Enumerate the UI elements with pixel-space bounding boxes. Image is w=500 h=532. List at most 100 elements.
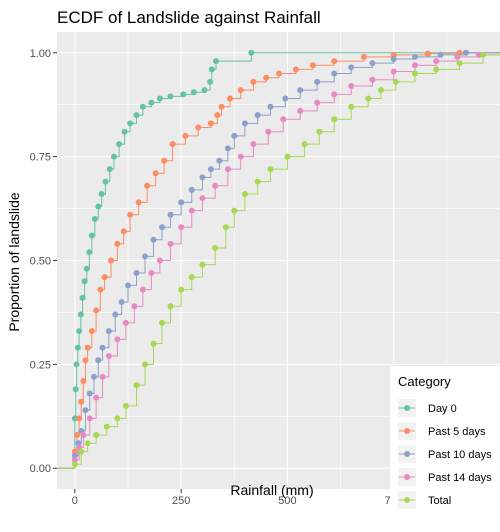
series-point-day-0 <box>110 153 117 160</box>
legend-key-point <box>404 428 410 434</box>
series-point-past-14-days <box>188 207 195 214</box>
series-point-past-5-days <box>207 120 214 127</box>
legend-title: Category <box>398 374 451 389</box>
series-point-past-10-days <box>71 452 78 459</box>
x-axis-title: Rainfall (mm) <box>230 482 313 498</box>
y-tick-label: 1.00 <box>30 48 51 60</box>
series-point-total <box>159 319 166 326</box>
series-point-past-10-days <box>142 253 149 260</box>
series-point-past-10-days <box>369 60 376 67</box>
series-point-past-14-days <box>139 286 146 293</box>
series-point-day-0 <box>74 344 81 351</box>
series-point-past-5-days <box>218 103 225 110</box>
series-point-past-5-days <box>250 78 257 85</box>
series-point-total <box>222 224 229 231</box>
series-point-past-5-days <box>275 70 282 77</box>
series-point-day-0 <box>213 58 220 65</box>
series-point-past-10-days <box>199 174 206 181</box>
series-point-total <box>78 448 85 455</box>
series-point-past-14-days <box>237 153 244 160</box>
series-point-past-10-days <box>224 145 231 152</box>
series-point-past-5-days <box>227 95 234 102</box>
series-point-past-10-days <box>411 53 418 60</box>
legend-label: Day 0 <box>428 403 457 415</box>
series-point-total <box>103 423 110 430</box>
series-point-total <box>241 191 248 198</box>
series-point-past-14-days <box>131 303 138 310</box>
series-point-past-10-days <box>124 282 131 289</box>
series-point-past-14-days <box>348 83 355 90</box>
series-point-total <box>84 440 91 447</box>
series-point-past-5-days <box>93 307 100 314</box>
series-point-past-14-days <box>71 456 78 463</box>
series-point-total <box>456 60 463 67</box>
y-axis: 0.00 0.25 0.50 0.75 1.00 <box>30 48 57 475</box>
legend-item-past-10-days: Past 10 days <box>398 445 492 463</box>
series-point-past-10-days <box>95 357 102 364</box>
legend-item-past-14-days: Past 14 days <box>398 468 492 486</box>
y-tick-label: 0.25 <box>30 359 51 371</box>
series-point-past-5-days <box>161 157 168 164</box>
series-point-past-10-days <box>297 87 304 94</box>
legend-key-point <box>404 405 410 411</box>
series-point-day-0 <box>180 91 187 98</box>
series-point-day-0 <box>95 203 102 210</box>
series-point-day-0 <box>83 265 90 272</box>
series-point-total <box>479 51 486 58</box>
series-point-total <box>178 286 185 293</box>
legend-key-point <box>404 451 410 457</box>
series-layer <box>57 49 500 469</box>
series-point-past-10-days <box>178 199 185 206</box>
series-point-day-0 <box>127 120 134 127</box>
series-point-past-14-days <box>297 107 304 114</box>
series-point-past-14-days <box>314 99 321 106</box>
series-point-total <box>301 141 308 148</box>
y-tick-label: 0.50 <box>30 256 51 268</box>
series-point-past-14-days <box>99 373 106 380</box>
series-point-day-0 <box>76 328 83 335</box>
series-point-day-0 <box>77 311 84 318</box>
series-point-past-14-days <box>105 353 112 360</box>
series-point-past-5-days <box>144 182 151 189</box>
series-point-past-5-days <box>195 124 202 131</box>
series-point-day-0 <box>167 93 174 100</box>
series-point-past-14-days <box>454 53 461 60</box>
x-tick-label: 250 <box>172 495 190 507</box>
series-point-past-14-days <box>212 182 219 189</box>
series-point-day-0 <box>73 361 80 368</box>
series-point-past-10-days <box>105 328 112 335</box>
series-point-past-5-days <box>390 51 397 58</box>
series-point-total <box>377 87 384 94</box>
series-point-day-0 <box>102 178 109 185</box>
series-point-past-10-days <box>462 49 469 56</box>
series-point-past-5-days <box>263 74 270 81</box>
series-point-past-5-days <box>101 274 108 281</box>
series-point-past-5-days <box>169 141 176 148</box>
series-point-past-14-days <box>93 394 100 401</box>
series-point-past-10-days <box>207 166 214 173</box>
series-point-past-10-days <box>282 95 289 102</box>
series-point-total <box>392 78 399 85</box>
series-point-past-14-days <box>265 128 272 135</box>
series-point-day-0 <box>248 49 255 56</box>
series-point-total <box>188 274 195 281</box>
series-point-day-0 <box>133 112 140 119</box>
series-point-past-14-days <box>178 224 185 231</box>
legend-label: Total <box>428 495 451 507</box>
series-point-past-14-days <box>390 68 397 75</box>
series-point-past-5-days <box>292 66 299 73</box>
series-point-past-5-days <box>97 286 104 293</box>
legend-item-day-0: Day 0 <box>398 399 457 417</box>
legend: Category Day 0 Past 5 days Past 10 days Pas… <box>390 366 500 514</box>
series-point-total <box>267 166 274 173</box>
series-point-total <box>348 103 355 110</box>
series-point-past-10-days <box>99 344 106 351</box>
series-point-past-14-days <box>156 257 163 264</box>
series-point-past-5-days <box>120 228 127 235</box>
series-point-past-14-days <box>331 91 338 98</box>
legend-label: Past 10 days <box>428 449 492 461</box>
series-point-past-10-days <box>188 186 195 193</box>
series-point-day-0 <box>208 66 215 73</box>
series-point-past-14-days <box>122 319 129 326</box>
series-point-day-0 <box>121 128 128 135</box>
